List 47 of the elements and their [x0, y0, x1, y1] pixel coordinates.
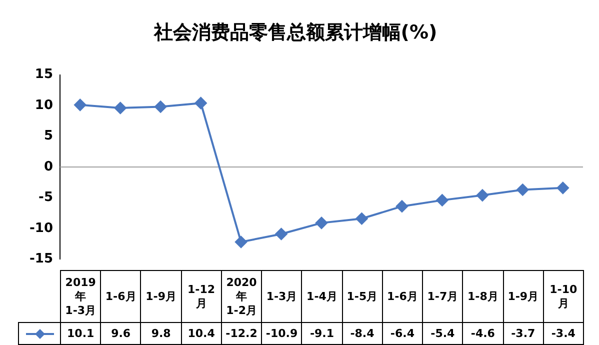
point — [235, 236, 248, 248]
y-tick-label: 5 — [44, 128, 53, 144]
data-label: -8.4 — [342, 322, 383, 345]
point — [114, 102, 126, 114]
point — [275, 228, 288, 240]
data-label: -4.6 — [462, 322, 504, 345]
point — [316, 216, 328, 229]
point — [396, 200, 408, 212]
x-tick-label: 2020 年 1-2月 — [220, 270, 262, 323]
data-label: 10.4 — [180, 322, 222, 345]
data-label: -3.4 — [542, 322, 584, 345]
data-label: -5.4 — [422, 322, 464, 345]
y-tick-label: -10 — [30, 220, 53, 236]
x-tick-label: 1-10 月 — [542, 270, 584, 323]
y-tick-label: 0 — [44, 159, 53, 174]
point — [74, 98, 86, 111]
data-label: -12.2 — [220, 322, 262, 345]
y-tick-label: 10 — [34, 98, 53, 113]
x-tick-label: 2019 年 1-3月 — [60, 270, 102, 323]
x-tick-label: 1-6月 — [382, 270, 424, 323]
data-label: 10.1 — [60, 322, 102, 345]
point — [476, 189, 488, 202]
data-label: -6.4 — [382, 322, 424, 345]
data-label: 9.6 — [100, 322, 142, 345]
point — [194, 97, 207, 110]
x-tick-label: 1-5月 — [342, 270, 383, 323]
point — [556, 182, 569, 194]
data-label: 9.8 — [140, 322, 182, 345]
y-tick-label: -5 — [38, 190, 53, 206]
data-label: -9.1 — [301, 322, 343, 345]
point — [516, 184, 529, 196]
x-tick-label: 1-9月 — [502, 270, 544, 323]
point — [356, 212, 368, 225]
x-tick-label: 1-12 月 — [180, 270, 222, 323]
data-label: -10.9 — [261, 322, 302, 345]
x-tick-label: 1-9月 — [140, 270, 182, 323]
x-tick-label: 1-8月 — [462, 270, 504, 323]
x-tick-label: 1-6月 — [100, 270, 142, 323]
chart-title: 社会消费品零售总额累计增幅(%) — [152, 21, 438, 44]
point — [154, 100, 167, 113]
x-tick-label: 1-3月 — [261, 270, 302, 323]
y-tick-label: -15 — [30, 252, 53, 267]
x-tick-label: 1-4月 — [301, 270, 343, 323]
data-label: -3.7 — [502, 322, 544, 345]
point — [436, 194, 448, 206]
y-tick-label: 15 — [34, 67, 53, 82]
x-tick-label: 1-7月 — [422, 270, 464, 323]
